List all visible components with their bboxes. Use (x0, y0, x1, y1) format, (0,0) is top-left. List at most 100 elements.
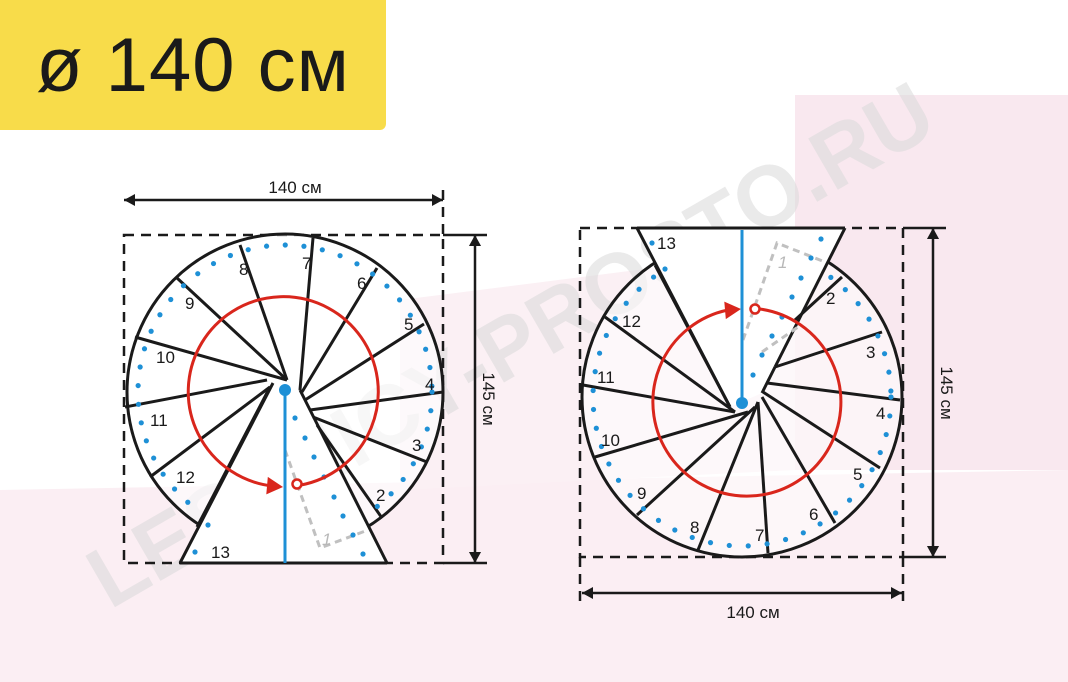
arrow-up-icon (926, 228, 940, 239)
tread-dot (650, 274, 657, 280)
step-edge (582, 383, 736, 414)
tread-dot (416, 329, 422, 335)
step-label-8: 8 (239, 260, 248, 279)
tread-dot (245, 247, 251, 253)
tread-dot (726, 542, 732, 549)
tread-dot (423, 346, 429, 352)
tread-dot (137, 364, 143, 370)
step-label-9: 9 (185, 294, 194, 313)
step-edge (774, 330, 883, 369)
tread-dot (662, 266, 668, 272)
tread-dot (603, 332, 609, 339)
step-edge (315, 424, 384, 519)
tread-dot (350, 532, 356, 538)
step-edge (312, 415, 428, 464)
tread-dot (370, 271, 376, 277)
step-label-1: 1 (322, 530, 331, 549)
step-label-11: 11 (150, 411, 168, 430)
step-label-6: 6 (809, 505, 818, 524)
step-label-8: 8 (690, 518, 699, 537)
tread-dot (337, 253, 343, 259)
step-edge (594, 410, 749, 459)
step-label-10: 10 (156, 348, 175, 367)
tread-dot (340, 513, 346, 519)
tread-dot (808, 255, 814, 261)
tread-dot (817, 521, 823, 527)
tread-dot (427, 364, 433, 371)
tread-dot (886, 369, 892, 375)
tread-dot (210, 260, 217, 267)
tread-dot (185, 499, 191, 505)
tread-dot (135, 382, 141, 389)
tread-dot (888, 388, 894, 394)
step-edge (124, 378, 268, 409)
tread-dot (846, 497, 853, 503)
step-label-5: 5 (853, 465, 862, 484)
tread-dot (407, 312, 413, 318)
step-edge (149, 385, 271, 479)
tread-dot (888, 394, 894, 400)
tread-dot (205, 522, 211, 528)
tread-dot (301, 243, 307, 249)
step-edge (175, 276, 289, 382)
step-edge (766, 381, 901, 402)
tread-dot (640, 506, 647, 512)
first-step-outline (761, 325, 799, 354)
step-edge (298, 237, 315, 391)
tread-dot (615, 477, 622, 483)
step-label-13: 13 (211, 543, 230, 562)
step-label-3: 3 (866, 343, 875, 362)
step-edge (756, 401, 770, 554)
tread-dot (148, 328, 154, 334)
tread-dot (171, 486, 178, 492)
step-label-7: 7 (302, 254, 311, 273)
start-marker (291, 478, 303, 490)
tread-dot (877, 449, 883, 456)
tread-dot (759, 352, 765, 358)
height-label: 145 см (937, 366, 956, 419)
tread-dot (428, 408, 434, 414)
step-label-4: 4 (425, 375, 434, 394)
tread-dot (151, 455, 157, 461)
tread-dot (612, 316, 618, 322)
step-edge (696, 401, 760, 551)
step-label-9: 9 (637, 484, 646, 503)
step-edge (298, 389, 389, 564)
tread-dot (745, 543, 751, 549)
tread-dot (302, 435, 308, 441)
step-label-10: 10 (601, 431, 620, 450)
arrow-left-icon (582, 586, 593, 600)
step-edge (653, 264, 732, 408)
direction-arrow-icon (724, 301, 741, 320)
step-label-5: 5 (404, 315, 413, 334)
tread-dot (227, 252, 234, 259)
tread-dot (135, 401, 142, 407)
step-edge (635, 405, 757, 517)
tread-dot (400, 476, 406, 483)
tread-dot (883, 431, 889, 438)
tread-dot (429, 389, 435, 395)
tread-dot (800, 530, 806, 536)
tread-dot (141, 346, 148, 352)
diameter-label: ø 140 см (36, 22, 350, 108)
step-label-6: 6 (357, 274, 366, 293)
tread-dot (168, 296, 174, 303)
tread-dot (195, 271, 201, 277)
arrow-left-icon (124, 193, 135, 207)
step-label-7: 7 (755, 526, 764, 545)
step-edge (604, 315, 736, 414)
tread-dot (282, 242, 288, 248)
tread-dot (782, 536, 789, 543)
tread-dot (875, 333, 881, 339)
tread-dot (707, 540, 714, 546)
tread-dot (292, 415, 298, 421)
tread-dot (769, 333, 775, 339)
tread-dot (354, 261, 360, 267)
tread-dot (360, 551, 366, 557)
tread-dot (672, 527, 678, 533)
step-label-12: 12 (622, 312, 641, 331)
width-label: 140 см (726, 603, 779, 622)
tread-dot (263, 243, 270, 249)
width-label: 140 см (268, 178, 321, 197)
